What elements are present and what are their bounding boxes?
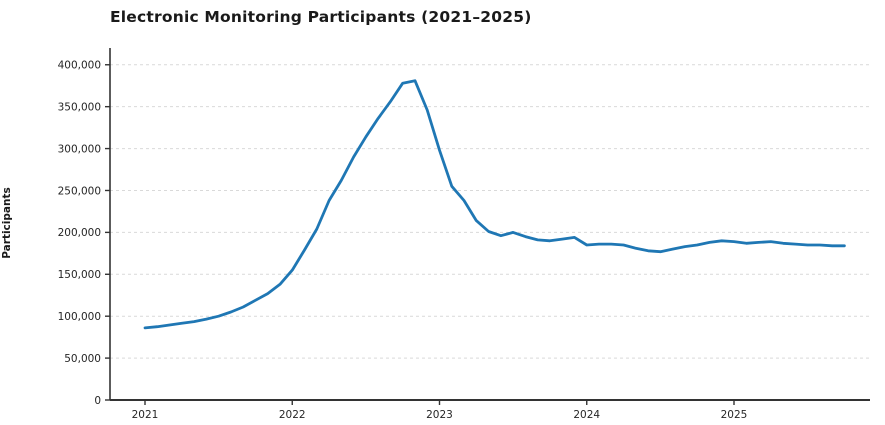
x-tick-label: 2022 — [279, 409, 306, 421]
y-tick-label: 50,000 — [64, 353, 101, 365]
page-title: Electronic Monitoring Participants (2021… — [110, 8, 532, 26]
x-tick-label: 2025 — [721, 409, 748, 421]
y-tick-label: 0 — [94, 395, 101, 407]
x-tick-label: 2021 — [132, 409, 159, 421]
y-tick-label: 300,000 — [58, 143, 101, 155]
y-tick-label: 350,000 — [58, 101, 101, 113]
x-tick-label: 2023 — [426, 409, 453, 421]
y-tick-label: 100,000 — [58, 311, 101, 323]
y-tick-label: 400,000 — [58, 60, 101, 72]
y-tick-label: 250,000 — [58, 185, 101, 197]
x-tick-label: 2024 — [573, 409, 600, 421]
y-tick-label: 200,000 — [58, 227, 101, 239]
data-line-participants — [143, 79, 846, 330]
y-tick-label: 150,000 — [58, 269, 101, 281]
